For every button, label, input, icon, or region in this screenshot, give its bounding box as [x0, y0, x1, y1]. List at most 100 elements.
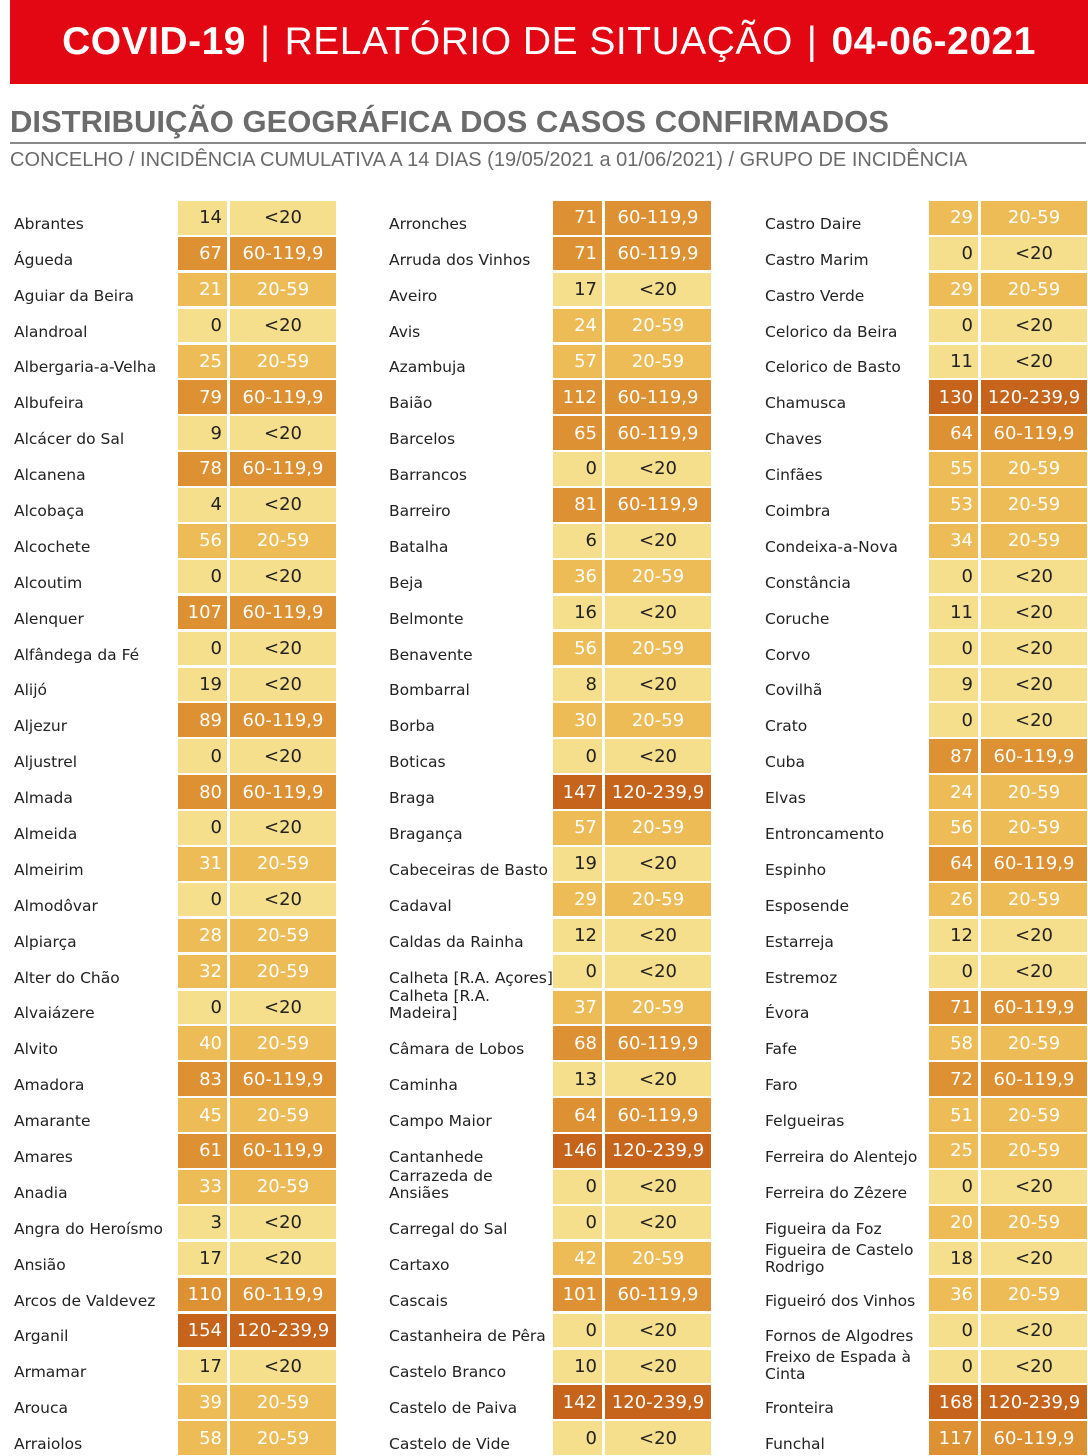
incidence-value: 0 — [178, 811, 227, 845]
table-row: Alpiarça 28 20-59 — [10, 918, 386, 954]
incidence-value: 57 — [553, 811, 602, 845]
incidence-group: 20-59 — [230, 847, 336, 881]
incidence-value: 0 — [929, 559, 978, 594]
municipality-name: Calheta [R.A. Açores] — [389, 968, 553, 987]
incidence-group: <20 — [605, 524, 711, 558]
municipality-name: Estarreja — [765, 932, 834, 951]
incidence-group: 20-59 — [981, 882, 1087, 917]
table-row: Elvas 24 20-59 — [761, 774, 1088, 810]
table-row: Fafe 58 20-59 — [761, 1025, 1088, 1061]
incidence-value: 154 — [178, 1313, 227, 1348]
incidence-value: 0 — [929, 1349, 978, 1383]
municipality-name: Bombarral — [389, 681, 470, 700]
table-row: Castelo de Paiva 142 120-239,9 — [385, 1384, 761, 1420]
incidence-group: <20 — [981, 308, 1087, 343]
incidence-value: 28 — [178, 918, 227, 953]
municipality-name: Alvaiázere — [14, 1004, 95, 1023]
table-row: Arganil 154 120-239,9 — [10, 1313, 386, 1349]
incidence-value: 81 — [553, 488, 602, 522]
municipality-column-2: Arronches 71 60-119,9 Arruda dos Vinhos 71 60… — [385, 200, 761, 1456]
incidence-group: 20-59 — [230, 524, 336, 558]
incidence-value: 61 — [178, 1134, 227, 1168]
incidence-group: 60-119,9 — [230, 775, 336, 809]
municipality-name: Espinho — [765, 860, 827, 879]
table-row: Chamusca 130 120-239,9 — [761, 379, 1088, 415]
table-row: Cinfães 55 20-59 — [761, 451, 1088, 487]
incidence-value: 0 — [929, 236, 978, 271]
incidence-group: 20-59 — [230, 1098, 336, 1132]
table-row: Figueira de Castelo Rodrigo 18 <20 — [761, 1241, 1088, 1277]
table-row: Boticas 0 <20 — [385, 738, 761, 774]
incidence-value: 39 — [178, 1385, 227, 1419]
incidence-value: 58 — [929, 1026, 978, 1060]
incidence-group: 120-239,9 — [981, 380, 1087, 414]
municipality-name: Barreiro — [389, 501, 451, 520]
incidence-value: 3 — [178, 1205, 227, 1240]
table-row: Arcos de Valdevez 110 60-119,9 — [10, 1277, 386, 1313]
incidence-value: 117 — [929, 1421, 978, 1455]
table-row: Arronches 71 60-119,9 — [385, 200, 761, 236]
incidence-group: 120-239,9 — [605, 1134, 711, 1168]
incidence-group: 20-59 — [981, 452, 1087, 486]
banner-separator-2: | — [806, 20, 818, 63]
incidence-group: 20-59 — [605, 882, 711, 917]
incidence-value: 0 — [553, 452, 602, 486]
incidence-group: 20-59 — [981, 1134, 1087, 1168]
municipality-name: Câmara de Lobos — [389, 1040, 525, 1059]
incidence-group: <20 — [605, 1313, 711, 1348]
municipality-name: Castro Daire — [765, 214, 862, 233]
incidence-group: <20 — [605, 847, 711, 881]
municipality-name: Figueira de Castelo Rodrigo — [765, 1240, 914, 1276]
municipality-name: Alenquer — [14, 609, 84, 628]
municipality-name: Baião — [389, 394, 433, 413]
incidence-group: <20 — [605, 739, 711, 773]
municipality-name: Ferreira do Alentejo — [765, 1148, 918, 1166]
municipality-name: Carrazeda de Ansiães — [389, 1166, 493, 1202]
municipality-name: Azambuja — [389, 358, 466, 377]
municipality-name: Cadaval — [389, 896, 452, 915]
municipality-name: Caminha — [389, 1076, 458, 1095]
table-row: Alenquer 107 60-119,9 — [10, 595, 386, 631]
incidence-group: 60-119,9 — [605, 236, 711, 271]
incidence-group: <20 — [605, 667, 711, 702]
municipality-name: Entroncamento — [765, 824, 885, 843]
municipality-name: Fafe — [765, 1040, 797, 1059]
incidence-group: <20 — [230, 631, 336, 666]
incidence-group: <20 — [230, 559, 336, 594]
incidence-group: <20 — [981, 703, 1087, 737]
municipality-name: Almeirim — [14, 860, 84, 879]
table-row: Aljezur 89 60-119,9 — [10, 702, 386, 738]
incidence-group: 60-119,9 — [605, 380, 711, 414]
incidence-group: <20 — [605, 1062, 711, 1096]
municipality-name: Coimbra — [765, 501, 831, 520]
municipality-name: Évora — [765, 1004, 810, 1023]
incidence-group: <20 — [605, 1170, 711, 1204]
municipality-name: Fornos de Algodres — [765, 1327, 914, 1346]
section-title: DISTRIBUIÇÃO GEOGRÁFICA DOS CASOS CONFIR… — [10, 104, 1086, 144]
incidence-group: 20-59 — [230, 1026, 336, 1060]
municipality-name: Arraiolos — [14, 1435, 83, 1454]
incidence-group: 20-59 — [981, 201, 1087, 235]
municipality-name: Amares — [14, 1148, 73, 1166]
incidence-group: 20-59 — [230, 1385, 336, 1419]
incidence-group: 60-119,9 — [605, 488, 711, 522]
incidence-value: 130 — [929, 380, 978, 414]
table-row: Faro 72 60-119,9 — [761, 1061, 1088, 1097]
incidence-value: 71 — [553, 236, 602, 271]
incidence-group: <20 — [230, 1241, 336, 1276]
incidence-value: 30 — [553, 703, 602, 737]
table-row: Aveiro 17 <20 — [385, 272, 761, 308]
municipality-name: Avis — [389, 322, 421, 341]
incidence-value: 13 — [553, 1062, 602, 1096]
incidence-group: <20 — [230, 416, 336, 450]
table-row: Cabeceiras de Basto 19 <20 — [385, 846, 761, 882]
table-row: Alcoutim 0 <20 — [10, 559, 386, 595]
table-row: Abrantes 14 <20 — [10, 200, 386, 236]
table-row: Carrazeda de Ansiães 0 <20 — [385, 1166, 761, 1205]
banner-separator: | — [259, 20, 271, 63]
incidence-group: 60-119,9 — [981, 1421, 1087, 1455]
incidence-value: 9 — [929, 667, 978, 702]
municipality-name: Arouca — [14, 1399, 68, 1418]
incidence-group: 20-59 — [981, 1277, 1087, 1312]
municipality-name: Fronteira — [765, 1399, 834, 1418]
